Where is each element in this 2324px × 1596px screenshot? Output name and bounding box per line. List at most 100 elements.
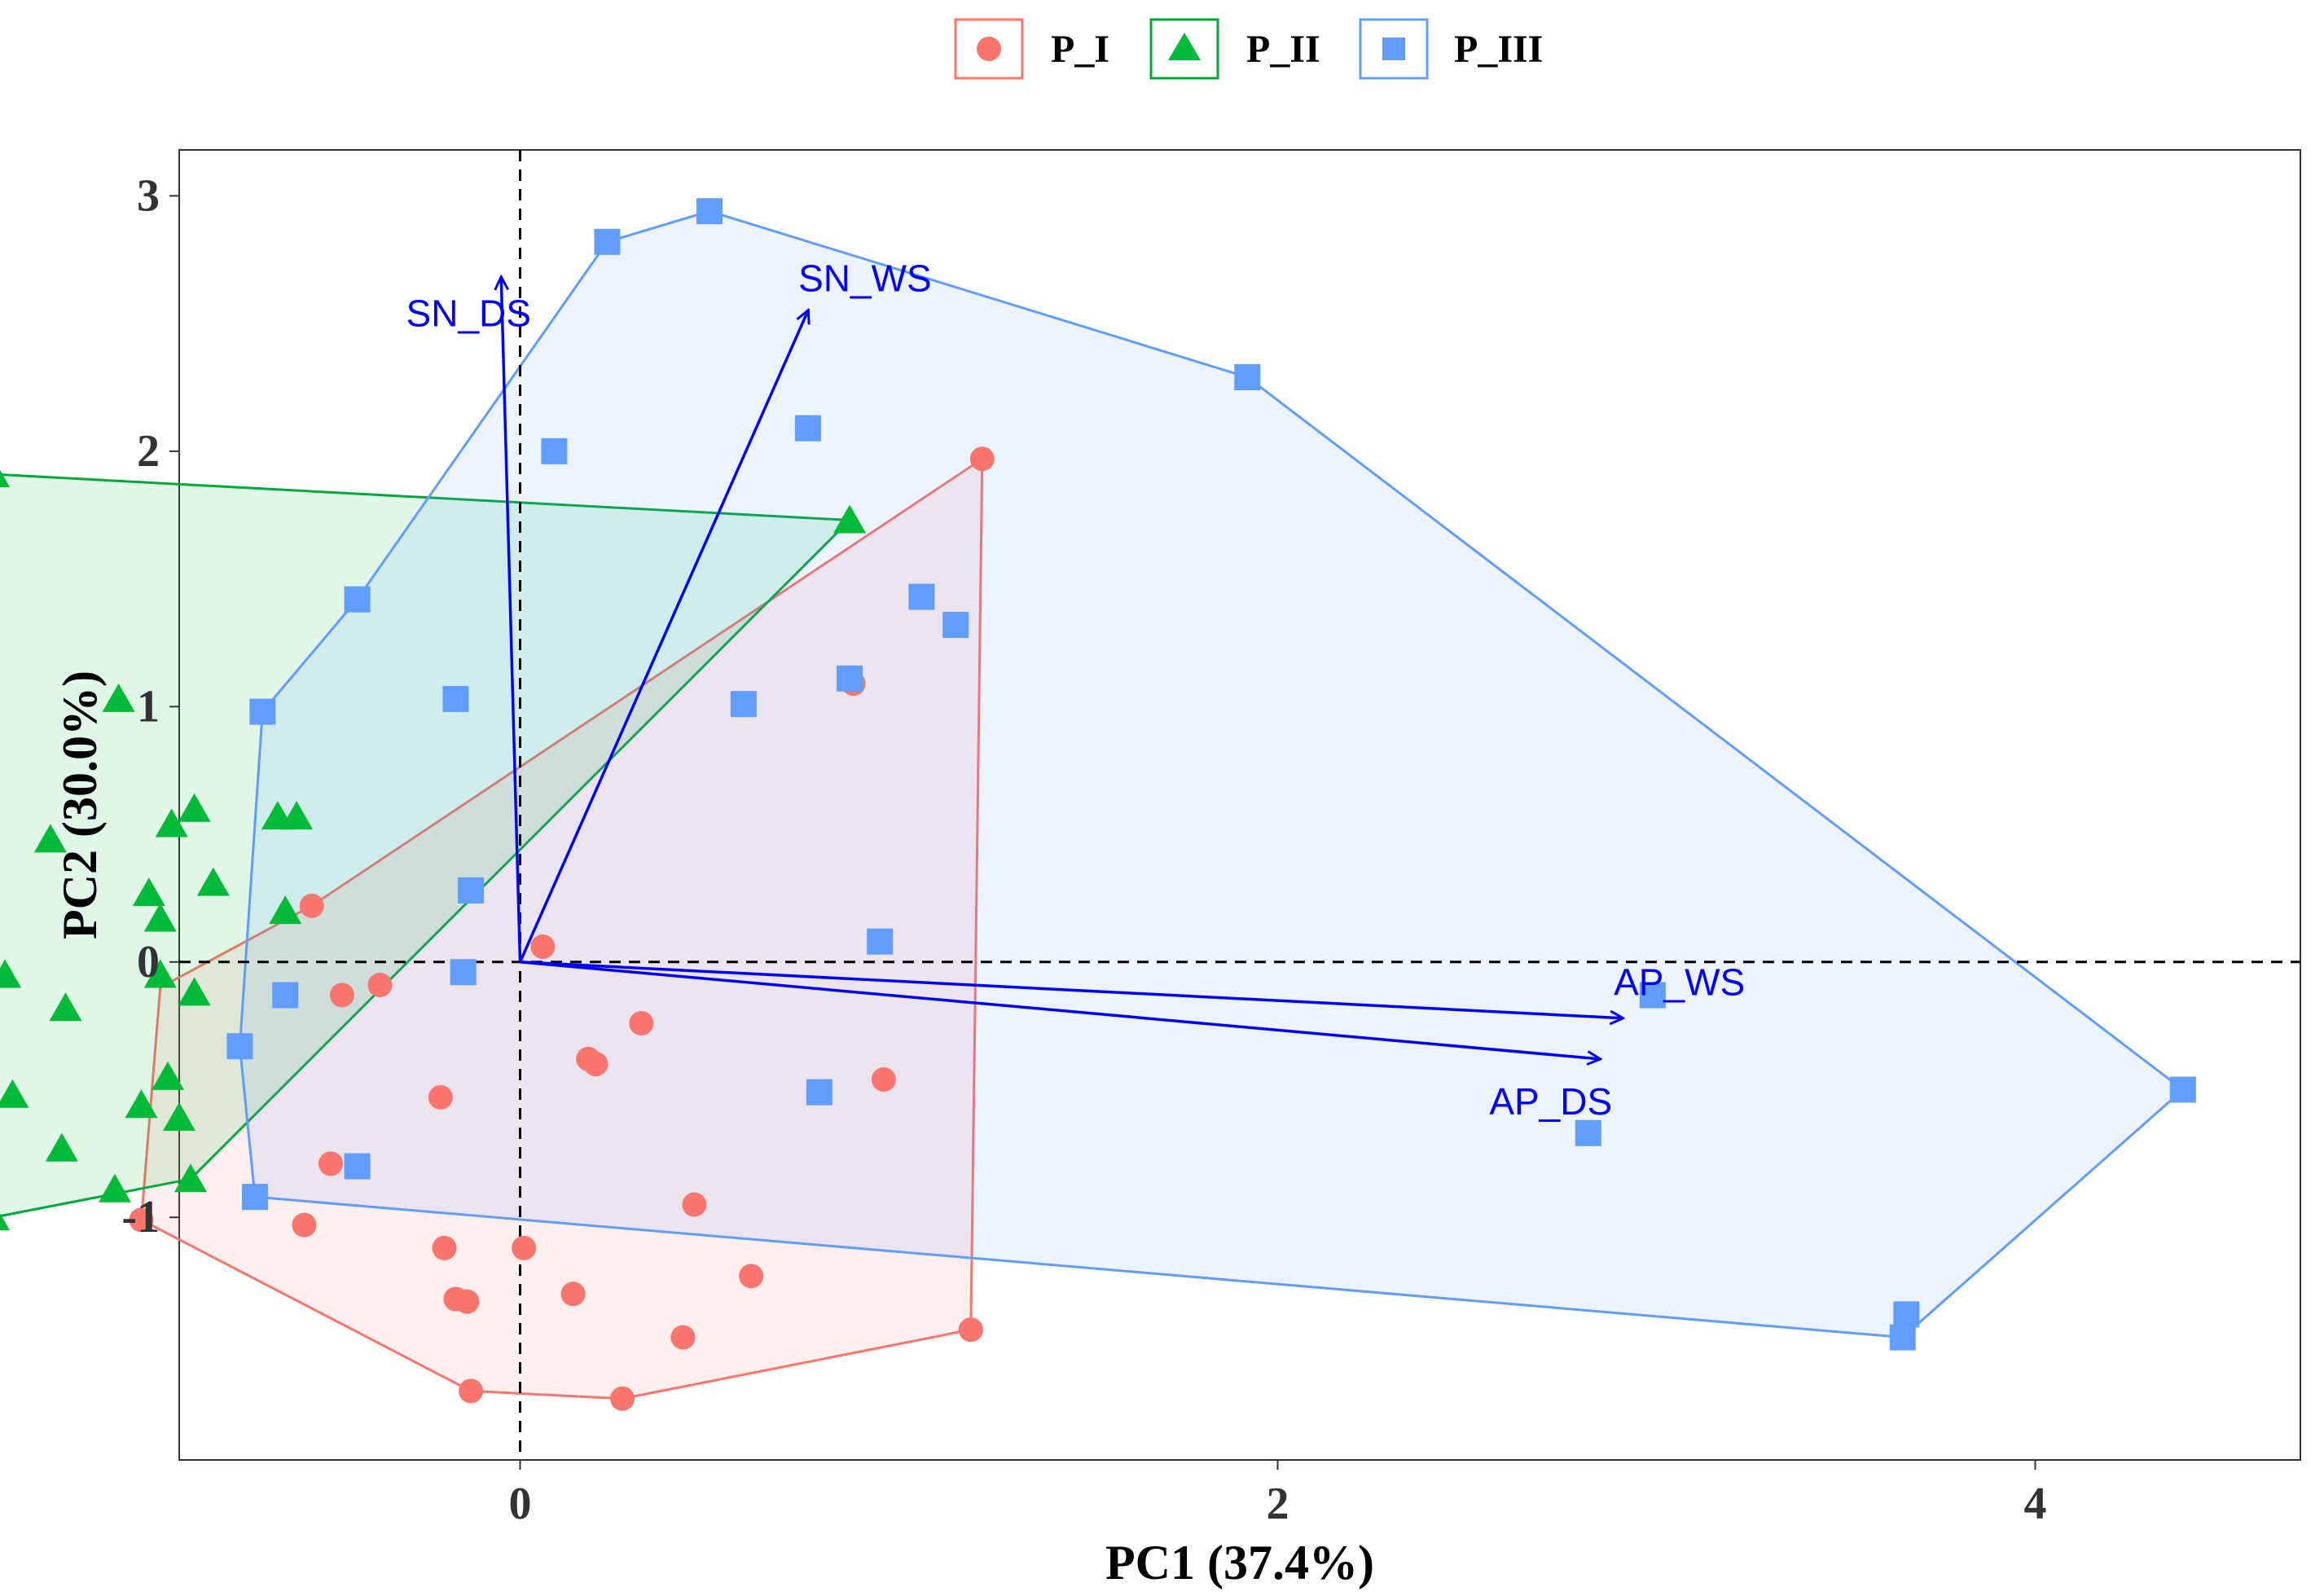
- point-p-i: [969, 446, 995, 472]
- point-p-i: [958, 1317, 983, 1343]
- loading-arrow-sn-ws: [518, 310, 808, 963]
- point-p-iii: [458, 877, 485, 904]
- loading-arrows: SN_DS SN_WS AP_WS AP_DS: [406, 257, 1746, 1122]
- point-p-iii: [837, 665, 863, 692]
- legend-item-p-iii[interactable]: P_III: [1359, 18, 1543, 80]
- point-p-ii: [178, 793, 211, 822]
- point-p-iii: [226, 1033, 253, 1060]
- point-p-iii: [1893, 1301, 1920, 1328]
- point-p-i: [512, 1235, 537, 1260]
- y-tick-label: 1: [137, 681, 160, 732]
- point-p-ii: [178, 977, 211, 1006]
- point-p-ii: [0, 1079, 29, 1108]
- loading-label-sn-ds: SN_DS: [406, 292, 531, 335]
- loading-label-sn-ws: SN_WS: [798, 257, 932, 299]
- point-p-iii: [594, 228, 621, 255]
- point-p-i: [670, 1325, 696, 1350]
- point-p-ii: [174, 1163, 207, 1193]
- point-p-i: [292, 1212, 317, 1238]
- point-p-i: [432, 1235, 457, 1260]
- point-p-iii: [1234, 363, 1261, 390]
- point-p-i: [629, 1011, 654, 1035]
- point-p-ii: [0, 1212, 11, 1231]
- point-p-i: [455, 1289, 480, 1314]
- point-p-i: [530, 934, 556, 959]
- x-tick-label: 0: [509, 1479, 532, 1529]
- point-p-ii: [155, 808, 188, 838]
- point-p-iii: [942, 612, 969, 639]
- point-p-i: [610, 1386, 635, 1411]
- loading-arrow-ap-ws: [520, 961, 1623, 1018]
- point-p-ii: [0, 959, 22, 988]
- point-p-ii: [49, 992, 82, 1022]
- point-p-iii: [1639, 982, 1666, 1009]
- point-p-i: [739, 1264, 764, 1289]
- y-tick-label: 2: [137, 426, 160, 477]
- point-p-iii: [696, 198, 723, 225]
- point-p-ii: [143, 959, 177, 988]
- point-p-ii: [269, 895, 302, 925]
- loading-arrow-ap-ds: [520, 961, 1600, 1059]
- point-p-iii: [1889, 1324, 1916, 1351]
- point-p-ii: [0, 469, 11, 488]
- point-p-ii: [280, 801, 314, 830]
- point-p-iii: [730, 691, 757, 718]
- y-tick-label: 0: [137, 937, 160, 987]
- point-p-ii: [98, 1173, 131, 1202]
- point-p-iii: [794, 415, 821, 442]
- point-p-iii: [442, 685, 469, 712]
- point-p-ii: [45, 1132, 78, 1162]
- point-p-ii: [152, 1061, 185, 1090]
- x-tick-label: 2: [1267, 1479, 1289, 1529]
- loading-label-ap-ds: AP_DS: [1489, 1080, 1612, 1123]
- y-tick-label: 3: [137, 170, 160, 221]
- y-axis-title: PC2 (30.0%): [53, 670, 107, 939]
- loading-label-ap-ws: AP_WS: [1614, 961, 1745, 1004]
- point-p-ii: [132, 877, 165, 907]
- point-p-iii: [908, 583, 935, 610]
- point-p-i: [299, 893, 324, 918]
- hull-p-iii: [238, 209, 2185, 1339]
- point-p-ii: [33, 824, 67, 853]
- point-p-ii: [833, 504, 867, 534]
- legend-label-p-iii: P_III: [1454, 28, 1543, 71]
- legend-square-icon: [1382, 37, 1405, 60]
- point-p-iii: [867, 928, 894, 955]
- legend-key-p-i: [954, 18, 1024, 80]
- legend-triangle-icon: [1168, 33, 1201, 60]
- axes: 0 2 4 -1 0 1 2 3: [121, 170, 2046, 1529]
- data-points: [0, 198, 2196, 1411]
- point-p-i: [319, 1151, 343, 1176]
- point-p-i: [682, 1192, 707, 1217]
- group-hulls: [0, 209, 2185, 1400]
- legend-label-p-ii: P_II: [1246, 28, 1320, 71]
- y-tick-label: -1: [121, 1192, 160, 1242]
- legend-label-p-i: P_I: [1051, 28, 1109, 71]
- point-p-ii: [196, 867, 230, 896]
- point-p-iii: [242, 1184, 268, 1211]
- point-p-i: [428, 1084, 453, 1110]
- point-p-iii: [249, 698, 276, 725]
- hull-p-ii: [0, 473, 851, 1218]
- point-p-i: [871, 1066, 896, 1092]
- point-p-iii: [1575, 1119, 1601, 1146]
- point-p-iii: [450, 959, 477, 986]
- point-p-i: [367, 972, 393, 997]
- point-p-ii: [163, 1101, 195, 1131]
- legend-item-p-ii[interactable]: P_II: [1149, 18, 1320, 80]
- x-axis-title: PC1 (37.4%): [1105, 1536, 1374, 1589]
- point-p-i: [583, 1052, 608, 1077]
- x-tick-label: 4: [2024, 1479, 2047, 1529]
- point-p-iii: [344, 1153, 371, 1180]
- point-p-ii: [125, 1089, 158, 1119]
- point-p-ii: [143, 903, 177, 932]
- legend-item-p-i[interactable]: P_I: [954, 18, 1109, 80]
- point-p-i: [560, 1282, 586, 1307]
- point-p-iii: [344, 586, 371, 613]
- point-p-i: [459, 1378, 484, 1404]
- point-p-iii: [272, 982, 299, 1009]
- legend-circle-icon: [977, 37, 1001, 61]
- loading-arrow-sn-ds: [501, 278, 522, 962]
- legend: P_I P_II P_III: [954, 18, 1543, 80]
